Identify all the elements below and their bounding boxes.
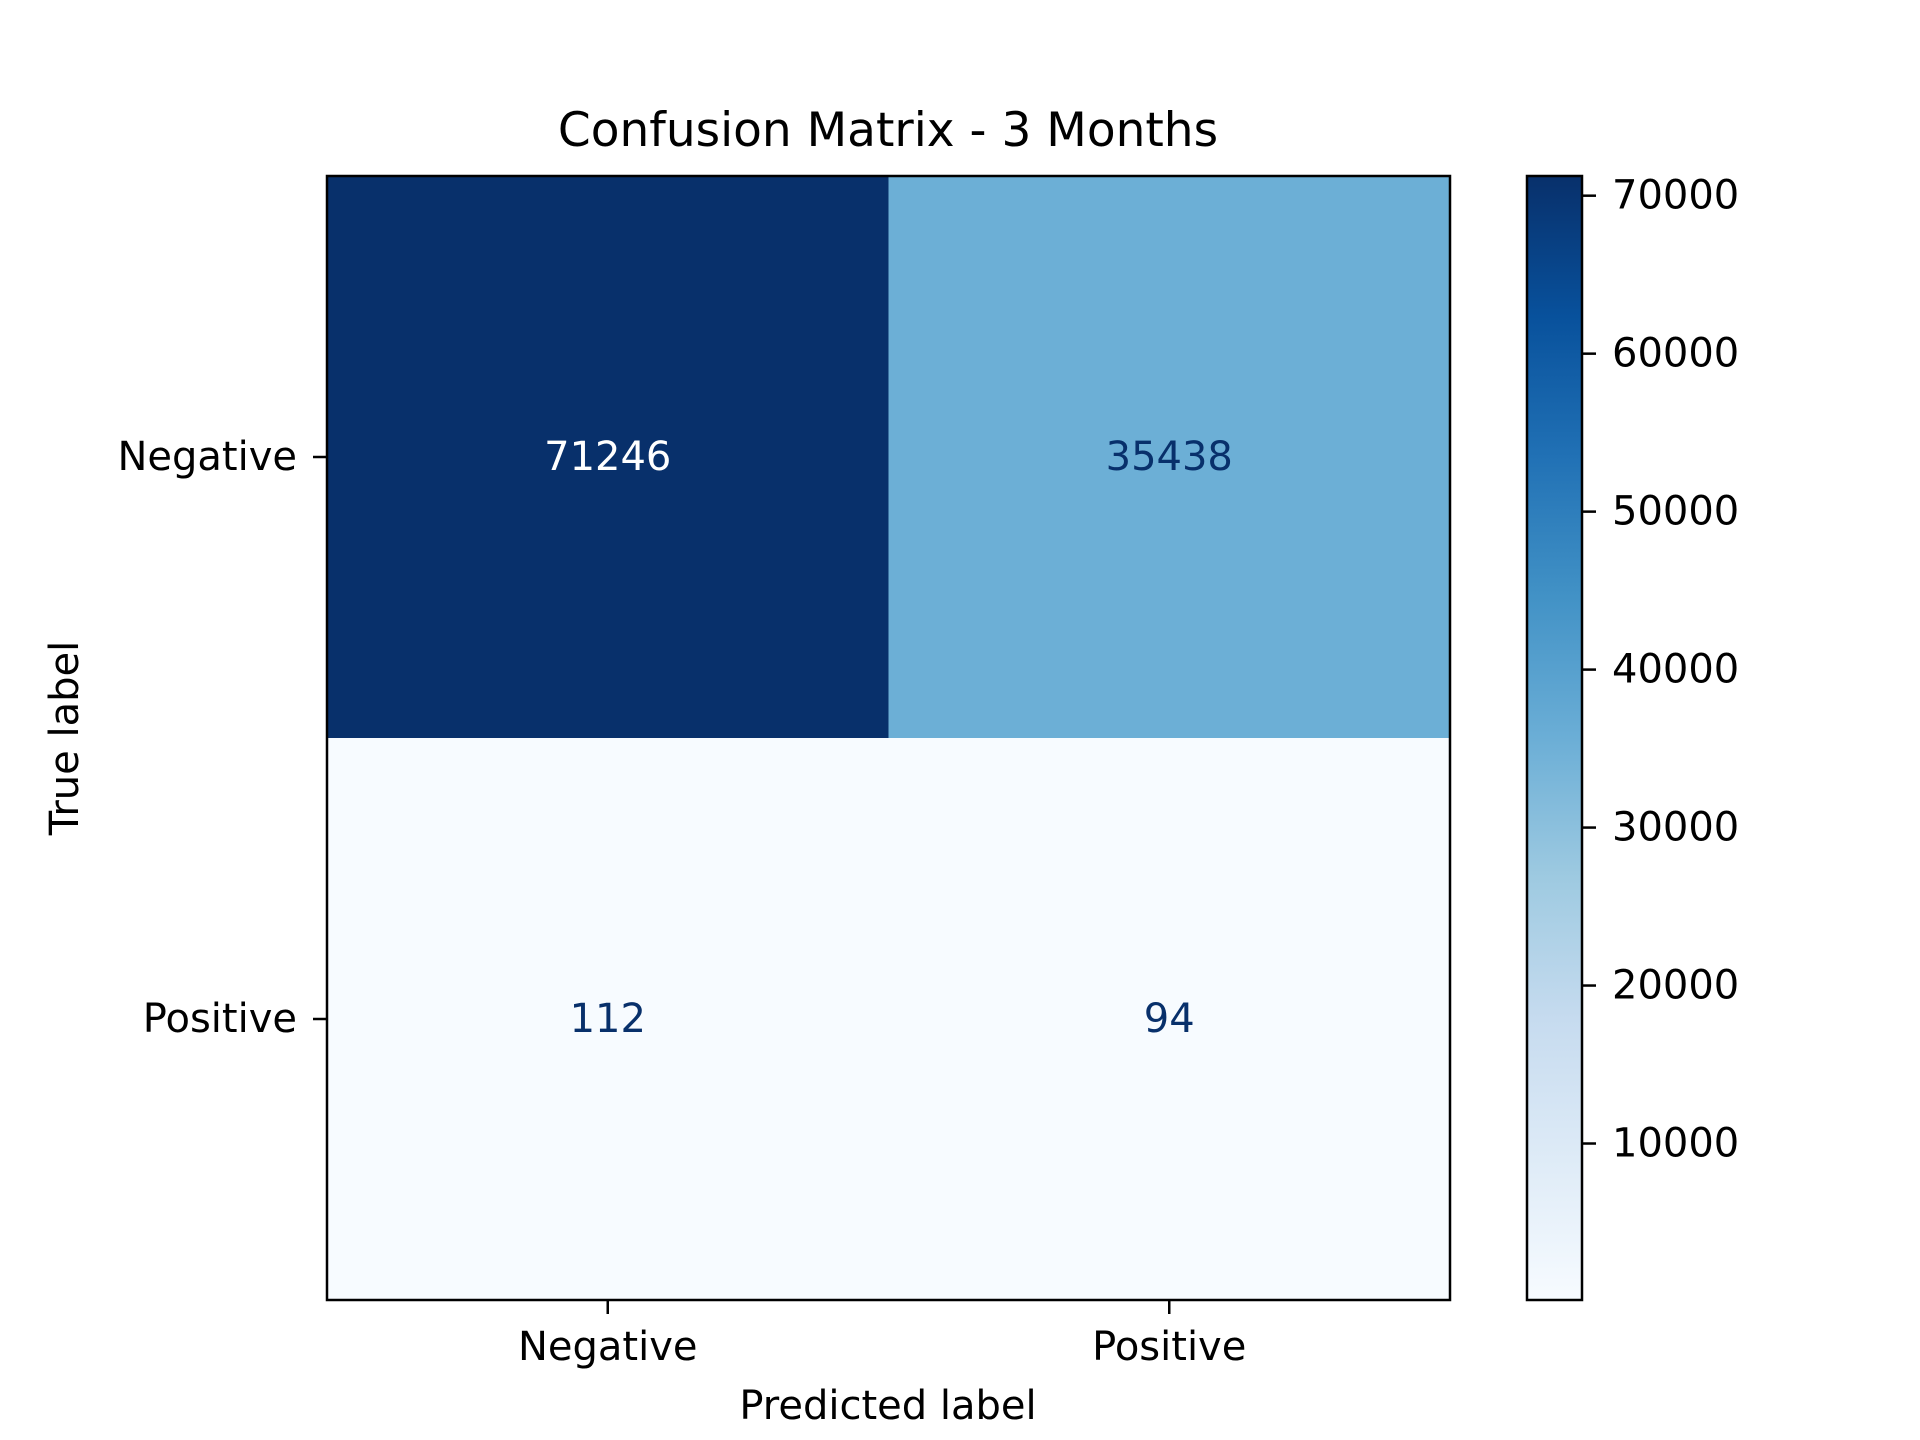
colorbar-tick-label-3: 40000: [1612, 647, 1739, 693]
y-axis-ticks: Negative Positive: [117, 434, 327, 1042]
colorbar-ticks: 10000 20000 30000 40000 50000 60000 70000: [1582, 173, 1739, 1167]
x-tick-label-1: Positive: [1092, 1324, 1246, 1370]
colorbar-tick-label-6: 70000: [1612, 173, 1739, 219]
matrix-cell-0-0: [327, 176, 889, 739]
colorbar-tick-label-0: 10000: [1612, 1121, 1739, 1167]
colorbar-tick-label-2: 30000: [1612, 805, 1739, 851]
colorbar-tick-label-4: 50000: [1612, 489, 1739, 535]
matrix-cell-value-0-0: 71246: [544, 434, 671, 480]
x-axis-ticks: Negative Positive: [518, 1300, 1246, 1370]
plot-frame: [325, 174, 1452, 1302]
colorbar-tick-label-5: 60000: [1612, 331, 1739, 377]
colorbar-tick-label-1: 20000: [1612, 963, 1739, 1009]
colorbar: [1525, 174, 1584, 1302]
matrix-cell-value-1-1: 94: [1144, 996, 1195, 1042]
x-axis-label: Predicted label: [739, 1383, 1036, 1429]
matrix-cell-value-0-1: 35438: [1106, 434, 1233, 480]
chart-title: Confusion Matrix - 3 Months: [558, 103, 1218, 158]
y-tick-label-0: Negative: [117, 434, 297, 480]
y-tick-label-1: Positive: [143, 996, 297, 1042]
matrix-cells: [327, 176, 1451, 1301]
y-axis-label: True label: [42, 641, 88, 836]
matrix-cell-value-1-0: 112: [570, 996, 646, 1042]
matrix-cell-labels: 71246 35438 112 94: [544, 434, 1233, 1042]
matrix-cell-0-1: [888, 176, 1451, 739]
matrix-cell-1-1: [888, 738, 1451, 1301]
matrix-cell-1-0: [327, 738, 889, 1301]
x-tick-label-0: Negative: [518, 1324, 698, 1370]
